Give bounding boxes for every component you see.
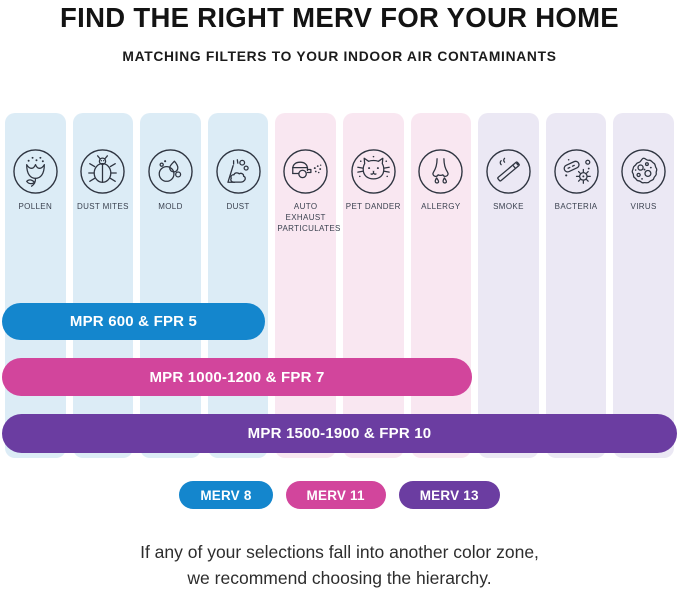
allergy-icon <box>418 149 464 194</box>
column-label: AUTO EXHAUST PARTICULATES <box>277 202 341 233</box>
merv-legend: MERV 8 MERV 11 MERV 13 <box>0 481 679 509</box>
column-label: MOLD <box>158 202 183 211</box>
column-mold: MOLD <box>140 113 201 458</box>
bar-label: MPR 600 & FPR 5 <box>69 313 198 330</box>
column-label: DUST MITES <box>76 202 129 211</box>
column-label: DUST <box>226 202 250 211</box>
column-dust: DUST <box>207 113 269 458</box>
bacteria-icon <box>553 149 599 194</box>
virus-icon <box>621 149 666 194</box>
column-virus: VIRUS <box>613 113 674 458</box>
page-title: FIND THE RIGHT MERV FOR YOUR HOME <box>60 2 619 33</box>
column-auto-exhaust: AUTO EXHAUST PARTICULATES <box>275 113 341 458</box>
page-subtitle: MATCHING FILTERS TO YOUR INDOOR AIR CONT… <box>122 49 557 64</box>
bar-label: MPR 1500-1900 & FPR 10 <box>247 425 432 442</box>
column-label: ALLERGY <box>421 202 461 211</box>
column-label: VIRUS <box>630 202 657 211</box>
contaminant-columns: POLLEN DUST MITES MOLD <box>5 113 674 458</box>
legend-label: MERV 11 <box>306 487 365 503</box>
column-label: PET DANDER <box>345 202 401 211</box>
legend-pill-merv-11: MERV 11 <box>285 481 386 509</box>
auto-exhaust-icon <box>283 149 328 194</box>
column-pollen: POLLEN <box>5 113 66 458</box>
legend-label: MERV 13 <box>419 487 479 503</box>
legend-pill-merv-13: MERV 13 <box>398 481 500 509</box>
dust-mites-icon <box>80 149 126 194</box>
mold-icon <box>148 149 193 194</box>
smoke-icon <box>486 149 531 194</box>
column-bacteria: BACTERIA <box>545 113 607 458</box>
bar-label: MPR 1000-1200 & FPR 7 <box>149 368 325 386</box>
footer-line-1: If any of your selections fall into anot… <box>140 542 539 562</box>
column-label: BACTERIA <box>554 202 598 211</box>
bar-mpr-1000-1200-fpr-7: MPR 1000-1200 & FPR 7 <box>2 358 472 396</box>
column-pet-dander: PET DANDER <box>342 113 404 458</box>
footer-line-2: we recommend choosing the hierarchy. <box>187 567 492 588</box>
column-smoke: SMOKE <box>478 113 539 458</box>
footer-note: If any of your selections fall into anot… <box>0 540 679 592</box>
column-label: SMOKE <box>493 202 524 211</box>
legend-label: MERV 8 <box>200 487 252 503</box>
bar-mpr-1500-1900-fpr-10: MPR 1500-1900 & FPR 10 <box>2 414 677 453</box>
pet-dander-icon <box>351 149 396 194</box>
pollen-icon <box>13 149 58 194</box>
bar-mpr-600-fpr-5: MPR 600 & FPR 5 <box>2 303 265 340</box>
legend-pill-merv-8: MERV 8 <box>179 481 273 509</box>
dust-icon <box>215 149 261 194</box>
column-dust-mites: DUST MITES <box>72 113 134 458</box>
column-label: POLLEN <box>18 202 53 211</box>
column-allergy: ALLERGY <box>410 113 472 458</box>
